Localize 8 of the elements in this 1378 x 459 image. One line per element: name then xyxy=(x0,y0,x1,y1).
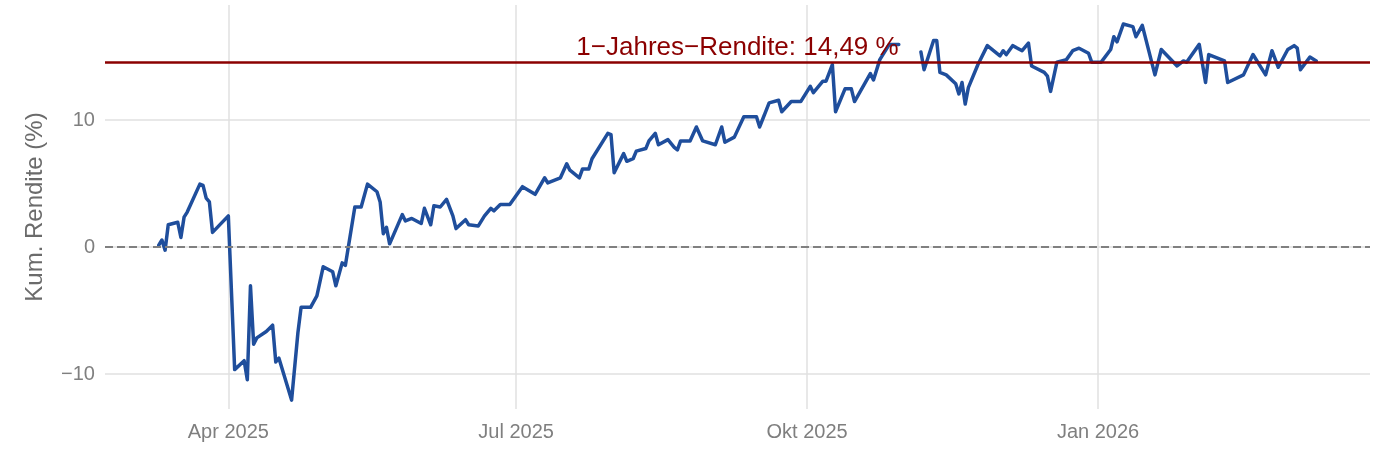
y-tick-label: −10 xyxy=(61,362,95,385)
x-tick-label: Okt 2025 xyxy=(766,420,848,442)
x-tick-label: Apr 2025 xyxy=(187,420,269,442)
x-tick-label: Jul 2025 xyxy=(478,420,554,442)
y-axis-title: Kum. Rendite (%) xyxy=(19,112,47,302)
x-tick-label: Jan 2026 xyxy=(1056,420,1140,442)
y-tick-label: 10 xyxy=(72,108,95,131)
y-tick-label: 0 xyxy=(83,235,95,258)
